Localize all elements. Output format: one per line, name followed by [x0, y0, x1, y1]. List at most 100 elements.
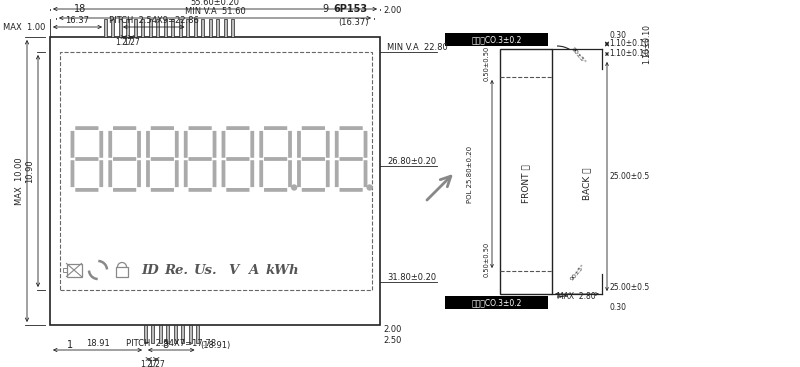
FancyBboxPatch shape: [99, 131, 103, 158]
Bar: [445, 296, 548, 309]
Text: MAX  1.00: MAX 1.00: [3, 23, 46, 33]
Bar: [141, 19, 144, 37]
FancyBboxPatch shape: [288, 131, 292, 158]
Bar: [171, 19, 174, 37]
FancyBboxPatch shape: [339, 188, 362, 192]
FancyBboxPatch shape: [113, 126, 136, 130]
FancyBboxPatch shape: [189, 157, 212, 161]
FancyBboxPatch shape: [75, 157, 98, 161]
FancyBboxPatch shape: [339, 126, 362, 130]
FancyBboxPatch shape: [364, 160, 367, 187]
Text: BACK 面: BACK 面: [582, 168, 591, 200]
Text: 1.27: 1.27: [123, 38, 140, 47]
FancyBboxPatch shape: [302, 188, 325, 192]
Bar: [66, 264, 82, 276]
Text: FRONT 面: FRONT 面: [522, 165, 530, 203]
Bar: [143, 325, 146, 343]
Bar: [178, 19, 182, 37]
Text: 1.27: 1.27: [115, 38, 132, 47]
FancyBboxPatch shape: [302, 126, 325, 130]
Bar: [223, 19, 226, 37]
FancyBboxPatch shape: [75, 126, 98, 130]
FancyBboxPatch shape: [113, 188, 136, 192]
Text: 0.30: 0.30: [609, 32, 626, 40]
FancyBboxPatch shape: [70, 131, 74, 158]
Bar: [111, 19, 114, 37]
Bar: [216, 19, 219, 37]
FancyBboxPatch shape: [146, 160, 150, 187]
Text: 0.50±0.50: 0.50±0.50: [484, 241, 490, 277]
Text: 1.10±0.10: 1.10±0.10: [609, 40, 649, 48]
Text: MIN V.A  51.60: MIN V.A 51.60: [185, 7, 246, 16]
Text: 2.50: 2.50: [383, 336, 402, 345]
Text: 0.50±0.50: 0.50±0.50: [484, 46, 490, 81]
FancyBboxPatch shape: [146, 131, 150, 158]
Bar: [201, 19, 204, 37]
Text: 25.00±0.5: 25.00±0.5: [609, 172, 650, 181]
FancyBboxPatch shape: [137, 131, 141, 158]
Circle shape: [292, 185, 297, 190]
Text: ID: ID: [141, 264, 159, 276]
Bar: [116, 267, 128, 277]
Text: 广汉图CO.3±0.2: 广汉图CO.3±0.2: [471, 35, 522, 44]
Text: Re.: Re.: [164, 264, 188, 276]
Text: PITCH  2.54X9=22.86: PITCH 2.54X9=22.86: [109, 16, 198, 25]
FancyBboxPatch shape: [250, 160, 254, 187]
Text: (18.91): (18.91): [201, 341, 230, 350]
FancyBboxPatch shape: [226, 126, 250, 130]
FancyBboxPatch shape: [259, 131, 263, 158]
FancyBboxPatch shape: [99, 160, 103, 187]
Text: 26.80±0.20: 26.80±0.20: [387, 157, 436, 166]
FancyBboxPatch shape: [222, 131, 226, 158]
Bar: [163, 19, 166, 37]
Text: 25.00±0.5: 25.00±0.5: [609, 283, 650, 291]
FancyBboxPatch shape: [297, 160, 301, 187]
Bar: [151, 325, 154, 343]
FancyBboxPatch shape: [189, 126, 212, 130]
FancyBboxPatch shape: [364, 131, 367, 158]
FancyBboxPatch shape: [339, 157, 362, 161]
FancyBboxPatch shape: [150, 188, 174, 192]
Text: 1.10±0.10: 1.10±0.10: [642, 24, 651, 64]
FancyBboxPatch shape: [264, 157, 287, 161]
Text: MAX  10.00: MAX 10.00: [14, 157, 23, 205]
Bar: [209, 19, 211, 37]
FancyBboxPatch shape: [297, 131, 301, 158]
Bar: [149, 19, 151, 37]
FancyBboxPatch shape: [150, 126, 174, 130]
Text: kWh: kWh: [265, 264, 299, 276]
Bar: [126, 19, 129, 37]
FancyBboxPatch shape: [75, 188, 98, 192]
Bar: [118, 19, 122, 37]
Text: (16.37): (16.37): [338, 18, 369, 27]
FancyBboxPatch shape: [175, 160, 178, 187]
FancyBboxPatch shape: [226, 157, 250, 161]
Bar: [189, 325, 191, 343]
Bar: [158, 325, 162, 343]
Bar: [500, 49, 552, 294]
Bar: [166, 325, 169, 343]
Text: 1.10±0.10: 1.10±0.10: [609, 50, 649, 58]
Text: 1.27: 1.27: [148, 360, 165, 367]
FancyBboxPatch shape: [150, 157, 174, 161]
FancyBboxPatch shape: [184, 131, 188, 158]
FancyBboxPatch shape: [335, 131, 338, 158]
Text: 0.30: 0.30: [609, 302, 626, 312]
Bar: [186, 19, 189, 37]
Text: Us.: Us.: [194, 264, 218, 276]
FancyBboxPatch shape: [226, 188, 250, 192]
Bar: [103, 19, 106, 37]
Bar: [181, 325, 184, 343]
Bar: [174, 325, 177, 343]
Text: 2.00: 2.00: [383, 325, 402, 334]
Bar: [445, 33, 548, 46]
FancyBboxPatch shape: [264, 188, 287, 192]
FancyBboxPatch shape: [326, 131, 330, 158]
FancyBboxPatch shape: [335, 160, 338, 187]
Bar: [194, 19, 197, 37]
Text: 广汉图CO.3±0.2: 广汉图CO.3±0.2: [471, 298, 522, 307]
Text: 55.60±0.20: 55.60±0.20: [190, 0, 239, 7]
Bar: [60, 52, 372, 290]
Bar: [50, 37, 380, 325]
Text: 2.00: 2.00: [383, 6, 402, 15]
